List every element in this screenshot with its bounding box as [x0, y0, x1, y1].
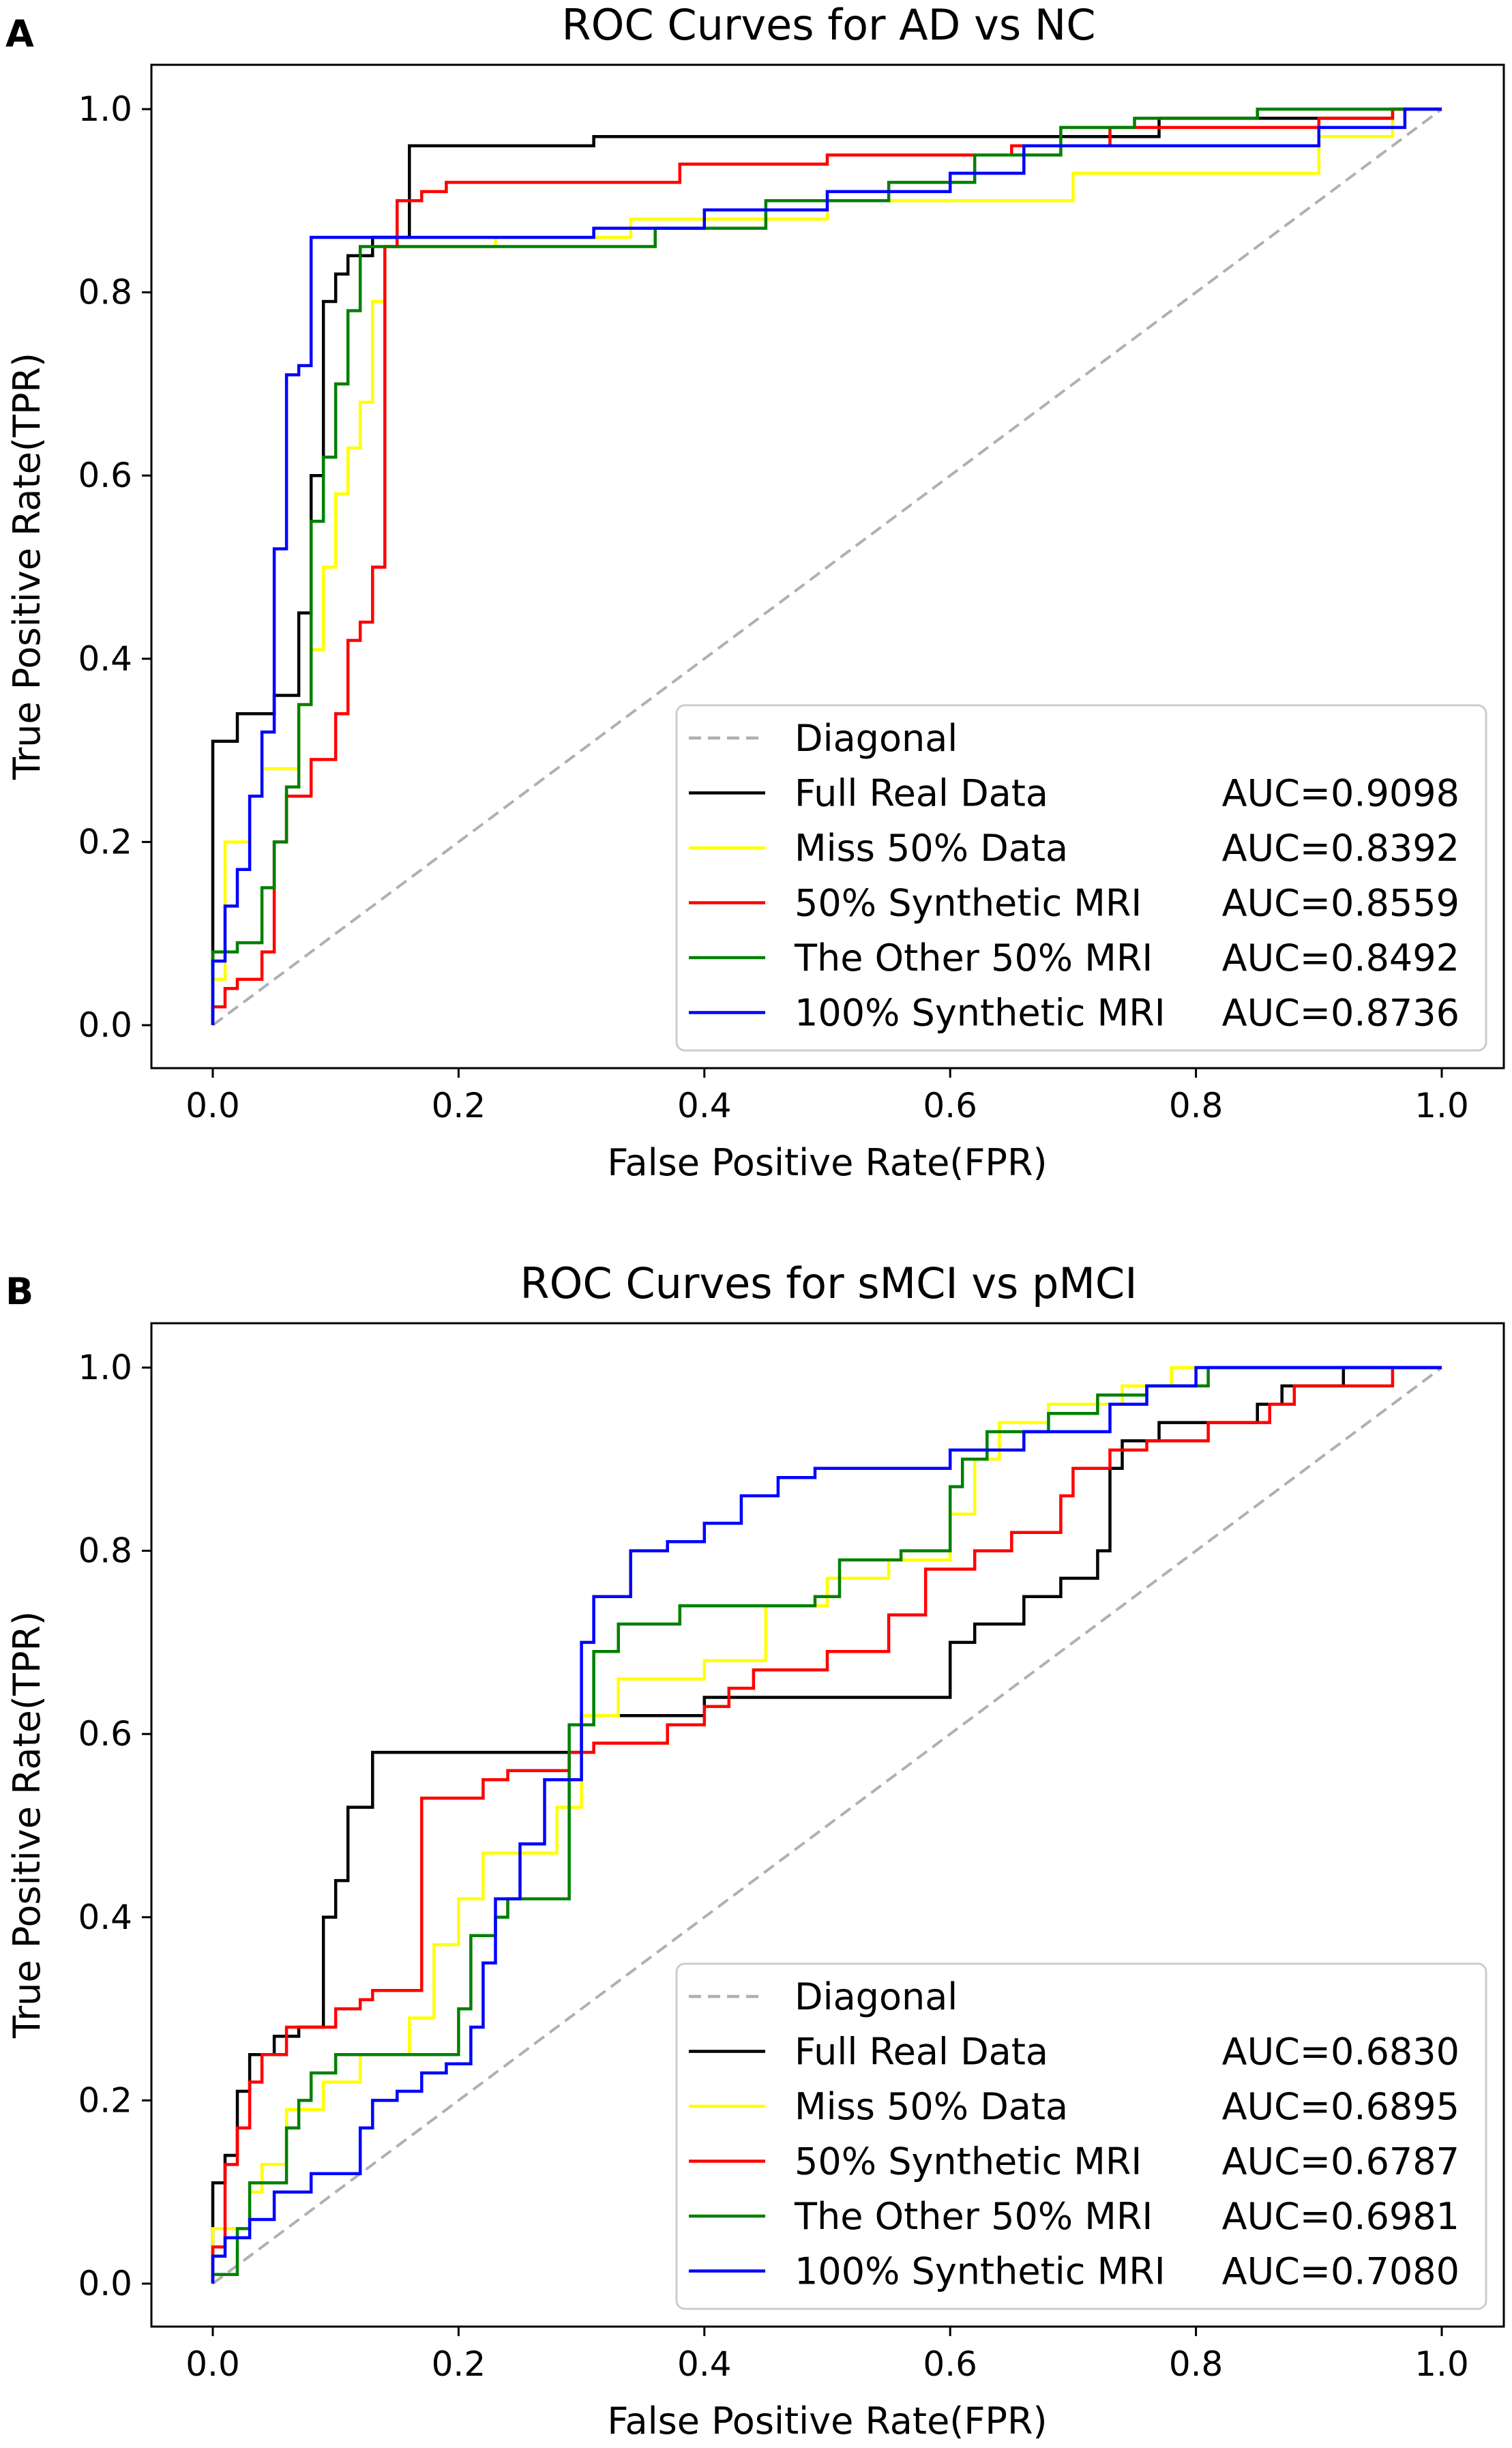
- panel-a-legend-label: 50% Synthetic MRI: [795, 882, 1142, 925]
- panel-a-legend-label: Diagonal: [795, 717, 958, 760]
- panel-b-curve-100-synthetic-mri: [211, 1366, 1442, 2284]
- panel-b-x-tick-label: 1.0: [1414, 2344, 1469, 2384]
- panel-b-curves: [211, 1366, 1443, 2285]
- panel-b-x-tick-label: 0.8: [1169, 2344, 1224, 2384]
- panel-a-legend-label: The Other 50% MRI: [794, 937, 1153, 979]
- panel-a-legend-auc: AUC=0.8559: [1222, 882, 1459, 925]
- panel-a-y-tick-label: 0.0: [78, 1005, 132, 1045]
- panel-a-plot-frame: [150, 63, 1505, 1070]
- panel-b-y-tick-label: 0.2: [78, 2080, 132, 2120]
- panel-b-y-tick-label: 0.8: [78, 1531, 132, 1571]
- panel-b-plot-frame: [150, 1322, 1505, 2328]
- panel-a-legend-box: [675, 704, 1487, 1052]
- panel-b-ticks: 0.0 0.2 0.4 0.6 0.8 1.0 0.0 0.2 0.4 0.6 0.8 1.0: [78, 1348, 1468, 2384]
- panel-a-legend: Diagonal Full Real Data AUC=0.9098 Miss 50%…: [675, 704, 1487, 1052]
- panel-a-x-tick-label: 0.0: [186, 1086, 240, 1125]
- panel-b-legend-entries: Diagonal Full Real Data AUC=0.6830 Miss 50%…: [689, 1975, 1459, 2293]
- panel-b-legend-auc: AUC=0.6895: [1222, 2085, 1459, 2128]
- panel-a-curve-diagonal: [211, 108, 1443, 1027]
- panel-a-legend-auc: AUC=0.8492: [1222, 937, 1459, 979]
- panel-a-legend-auc: AUC=0.8392: [1222, 827, 1459, 870]
- panel-a-x-tick-label: 0.8: [1169, 1086, 1224, 1125]
- panel-b-title: ROC Curves for sMCI vs pMCI: [520, 1258, 1138, 1308]
- panel-b-legend-auc: AUC=0.6787: [1222, 2140, 1459, 2183]
- panel-a-x-tick-label: 0.6: [923, 1086, 977, 1125]
- panel-b-legend-label: Full Real Data: [795, 2031, 1048, 2074]
- panel-a-letter: A: [5, 12, 34, 55]
- panel-b-legend-label: 50% Synthetic MRI: [795, 2140, 1142, 2183]
- panel-a-legend-label: Miss 50% Data: [795, 827, 1068, 870]
- panel-a: A ROC Curves for AD vs NC 0.0 0.2 0.4 0.6 0.…: [5, 0, 1505, 1184]
- panel-b: B ROC Curves for sMCI vs pMCI 0.0 0.2 0.4 0…: [5, 1258, 1505, 2443]
- panel-a-curves: [211, 107, 1443, 1027]
- panel-a-curve-100-synthetic-mri: [211, 107, 1442, 1025]
- panel-a-y-tick-label: 0.6: [78, 456, 132, 495]
- panel-b-legend-box: [675, 1962, 1487, 2310]
- panel-a-curve-50-synthetic-mri: [211, 107, 1442, 1025]
- panel-a-legend-entries: Diagonal Full Real Data AUC=0.9098 Miss 50%…: [689, 717, 1459, 1035]
- panel-b-y-tick-label: 0.6: [78, 1714, 132, 1754]
- panel-a-ticks: 0.0 0.2 0.4 0.6 0.8 1.0 0.0 0.2 0.4 0.6 0.8 1.0: [78, 89, 1468, 1125]
- panel-b-y-tick-label: 0.4: [78, 1898, 132, 1937]
- panel-a-y-tick-label: 0.2: [78, 822, 132, 861]
- panel-b-legend-auc: AUC=0.7080: [1222, 2250, 1459, 2293]
- panel-a-y-tick-label: 0.8: [78, 273, 132, 312]
- panel-b-legend-label: 100% Synthetic MRI: [795, 2250, 1166, 2293]
- panel-b-y-tick-label: 1.0: [78, 1348, 132, 1387]
- panel-b-legend: Diagonal Full Real Data AUC=0.6830 Miss 50%…: [675, 1962, 1487, 2310]
- panel-a-x-tick-label: 0.2: [432, 1086, 486, 1125]
- panel-b-curve-diagonal: [211, 1366, 1443, 2285]
- panel-a-legend-label: 100% Synthetic MRI: [795, 992, 1166, 1035]
- panel-a-legend-auc: AUC=0.8736: [1222, 992, 1459, 1035]
- panel-a-curve-the-other-50-mri: [211, 107, 1442, 1025]
- panel-b-x-axis-label: False Positive Rate(FPR): [607, 2400, 1047, 2443]
- panel-a-legend-auc: AUC=0.9098: [1222, 772, 1459, 815]
- panel-b-letter: B: [5, 1270, 33, 1313]
- panel-a-x-tick-label: 0.4: [677, 1086, 732, 1125]
- panel-b-y-axis-label: True Positive Rate(TPR): [5, 1611, 48, 2039]
- panel-b-curve-50-synthetic-mri: [211, 1366, 1442, 2284]
- panel-a-title: ROC Curves for AD vs NC: [562, 0, 1096, 50]
- panel-b-x-tick-label: 0.6: [923, 2344, 977, 2384]
- panel-b-y-tick-label: 0.0: [78, 2264, 132, 2303]
- panel-b-x-tick-label: 0.2: [432, 2344, 486, 2384]
- panel-b-legend-auc: AUC=0.6981: [1222, 2195, 1459, 2238]
- panel-b-legend-label: Miss 50% Data: [795, 2085, 1068, 2128]
- panel-a-x-axis-label: False Positive Rate(FPR): [607, 1141, 1047, 1184]
- panel-a-legend-label: Full Real Data: [795, 772, 1048, 815]
- panel-b-legend-label: Diagonal: [795, 1975, 958, 2018]
- panel-b-legend-label: The Other 50% MRI: [794, 2195, 1153, 2238]
- panel-a-y-tick-label: 0.4: [78, 639, 132, 679]
- panel-a-x-tick-label: 1.0: [1414, 1086, 1469, 1125]
- panel-b-x-tick-label: 0.0: [186, 2344, 240, 2384]
- panel-a-y-axis-label: True Positive Rate(TPR): [5, 353, 48, 780]
- panel-a-y-tick-label: 1.0: [78, 89, 132, 129]
- panel-b-x-tick-label: 0.4: [677, 2344, 732, 2384]
- panel-b-legend-auc: AUC=0.6830: [1222, 2031, 1459, 2074]
